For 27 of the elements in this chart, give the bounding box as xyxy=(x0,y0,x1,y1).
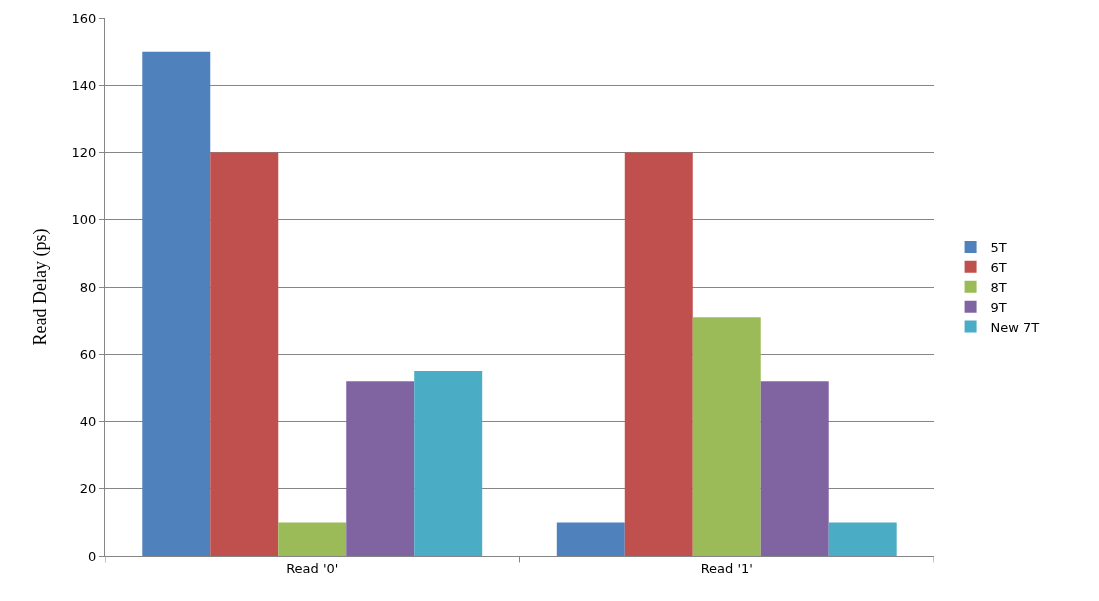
bar xyxy=(624,152,693,556)
y-tick-label: 120 xyxy=(71,145,97,161)
y-tick-label: 0 xyxy=(88,548,97,564)
y-tick-label: 60 xyxy=(79,346,97,362)
bar xyxy=(760,381,829,556)
bar xyxy=(210,152,279,556)
y-tick-label: 140 xyxy=(71,77,97,93)
x-tick-label: Read '1' xyxy=(700,560,753,576)
legend-label: New 7T xyxy=(990,319,1040,335)
y-axis-title: Read Delay (ps) xyxy=(29,228,51,346)
y-tick-label: 40 xyxy=(79,414,97,430)
bar xyxy=(828,522,897,556)
y-tick-label: 20 xyxy=(79,481,97,497)
y-tick-label: 160 xyxy=(71,10,97,26)
y-tick-label: 100 xyxy=(71,212,97,228)
y-tick-label: 80 xyxy=(79,279,97,295)
legend-label: 8T xyxy=(990,279,1007,295)
bar xyxy=(346,381,415,556)
legend-label: 5T xyxy=(990,240,1007,256)
bar xyxy=(692,317,761,556)
bar xyxy=(414,371,483,556)
bar xyxy=(556,522,625,556)
bar xyxy=(278,522,347,556)
bar xyxy=(142,51,211,556)
x-tick-label: Read '0' xyxy=(286,560,339,576)
legend-label: 9T xyxy=(990,299,1007,315)
legend-label: 6T xyxy=(990,259,1007,275)
